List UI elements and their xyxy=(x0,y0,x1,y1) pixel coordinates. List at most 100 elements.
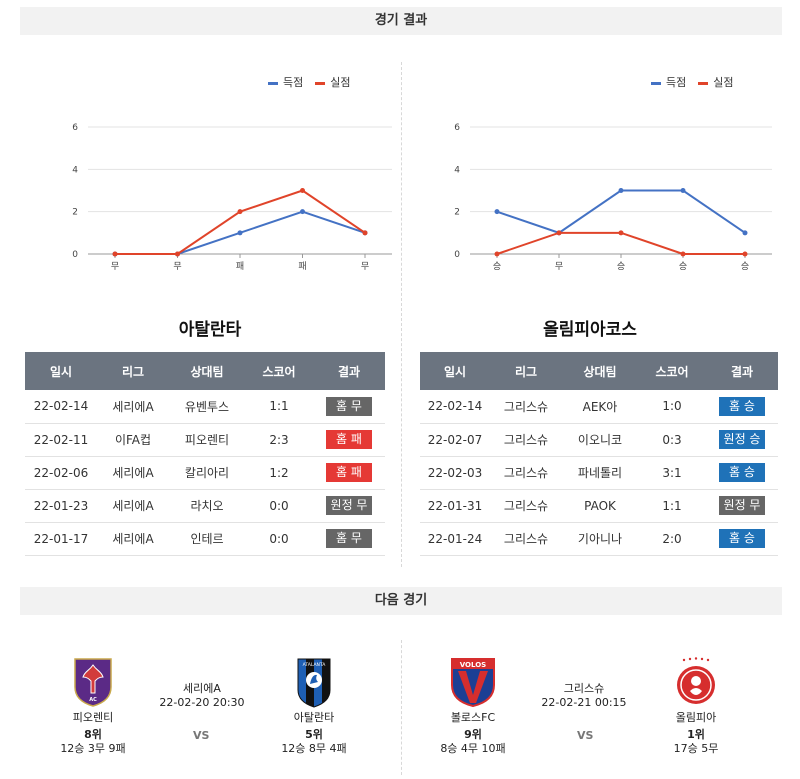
col-league: 리그 xyxy=(490,352,562,390)
row-opponent: 라치오 xyxy=(169,489,245,523)
data-point-scored xyxy=(742,230,748,236)
row-date: 22-01-31 xyxy=(420,489,490,523)
team-rank: 5위 xyxy=(305,728,323,741)
table-row: 22-02-03 그리스슈 파네톨리 3:1 홈 승 xyxy=(420,456,778,490)
data-point-scored xyxy=(300,209,305,215)
legend-conceded-label: 실점 xyxy=(330,76,351,89)
legend-scored-label: 득점 xyxy=(666,76,687,89)
row-score: 2:0 xyxy=(638,522,706,556)
x-tick-label: 패 xyxy=(236,261,244,272)
row-date: 22-01-23 xyxy=(25,489,97,523)
row-league: 이FA컵 xyxy=(97,423,169,457)
row-result: 홈 승 xyxy=(706,456,778,490)
table-header-row: 일시 리그 상대팀 스코어 결과 xyxy=(420,352,778,390)
row-score: 3:1 xyxy=(638,456,706,490)
col-score: 스코어 xyxy=(245,352,313,390)
row-score: 0:0 xyxy=(245,489,313,523)
table-row: 22-02-14 그리스슈 AEK아 1:0 홈 승 xyxy=(420,390,778,424)
next-left-away: 아탈란타 5위 12승 8무 4패 xyxy=(264,711,364,755)
next-divider xyxy=(401,640,402,775)
col-result: 결과 xyxy=(313,352,385,390)
y-tick-label: 0 xyxy=(454,250,460,260)
legend-scored: 득점 xyxy=(268,74,303,90)
col-opponent: 상대팀 xyxy=(562,352,638,390)
right-form-chart: 0 2 4 6 승 무 승 승 승 xyxy=(454,123,772,272)
next-right-away: 올림피아 1위 17승 5무 xyxy=(646,711,746,755)
table-row: 22-02-14 세리에A 유벤투스 1:1 홈 무 xyxy=(25,390,385,424)
data-point-scored xyxy=(494,209,500,215)
row-date: 22-02-14 xyxy=(420,390,490,424)
col-date: 일시 xyxy=(420,352,490,390)
y-tick-label: 4 xyxy=(72,165,78,175)
data-point-conceded xyxy=(680,251,686,257)
result-badge: 홈 무 xyxy=(326,396,372,416)
row-result: 홈 승 xyxy=(706,390,778,424)
next-match-section-title: 다음 경기 xyxy=(20,587,782,615)
row-league: 세리에A xyxy=(97,489,169,523)
x-tick-label: 승 xyxy=(679,261,687,272)
col-score: 스코어 xyxy=(638,352,706,390)
row-result: 홈 승 xyxy=(706,522,778,556)
table-row: 22-02-07 그리스슈 이오니코 0:3 원정 승 xyxy=(420,423,778,457)
team-rank: 9위 xyxy=(464,728,482,741)
data-point-conceded xyxy=(618,230,624,236)
x-tick-label: 승 xyxy=(741,261,749,272)
row-result: 홈 무 xyxy=(313,522,385,556)
match-datetime: 22-02-21 00:15 xyxy=(541,696,627,709)
row-date: 22-02-07 xyxy=(420,423,490,457)
next-right-home: 볼로스FC 9위 8승 4무 10패 xyxy=(420,711,526,755)
left-form-chart: 0 2 4 6 무 무 패 패 무 xyxy=(72,123,392,272)
legend-scored-label: 득점 xyxy=(283,76,304,89)
row-opponent: AEK아 xyxy=(562,390,638,424)
col-date: 일시 xyxy=(25,352,97,390)
col-opponent: 상대팀 xyxy=(169,352,245,390)
fiorentina-logo-icon: AC xyxy=(74,658,112,707)
legend-conceded-swatch xyxy=(315,81,326,85)
row-score: 1:1 xyxy=(245,390,313,424)
svg-text:ATALANTA: ATALANTA xyxy=(303,662,327,668)
result-badge: 원정 무 xyxy=(326,496,372,515)
row-opponent: 유벤투스 xyxy=(169,390,245,424)
data-point-conceded xyxy=(556,230,562,236)
row-result: 원정 무 xyxy=(313,489,385,523)
team-record: 17승 5무 xyxy=(673,742,719,755)
row-score: 1:2 xyxy=(245,456,313,490)
team-name: 볼로스FC xyxy=(450,711,496,724)
svg-text:AC: AC xyxy=(89,697,97,703)
team-record: 8승 4무 10패 xyxy=(440,742,506,755)
legend-scored-swatch xyxy=(268,81,278,85)
result-badge: 홈 승 xyxy=(719,529,765,548)
legend-scored: 득점 xyxy=(651,74,686,90)
row-score: 0:3 xyxy=(638,423,706,457)
league-name: 세리에A xyxy=(183,682,221,695)
row-league: 그리스슈 xyxy=(490,522,562,556)
row-opponent: 피오렌티 xyxy=(169,423,245,457)
row-result: 홈 패 xyxy=(313,423,385,457)
match-datetime: 22-02-20 20:30 xyxy=(159,696,245,709)
row-result: 홈 무 xyxy=(313,390,385,424)
row-result: 홈 패 xyxy=(313,456,385,490)
row-opponent: 파네톨리 xyxy=(562,456,638,490)
row-league: 그리스슈 xyxy=(490,456,562,490)
data-point-conceded xyxy=(362,230,368,236)
data-point-conceded xyxy=(175,251,180,257)
legend-conceded: 실점 xyxy=(315,74,351,90)
table-row: 22-01-23 세리에A 라치오 0:0 원정 무 xyxy=(25,489,385,523)
vs-label: VS xyxy=(193,729,210,742)
data-point-scored xyxy=(618,188,624,193)
legend-scored-swatch xyxy=(651,81,661,85)
row-result: 원정 무 xyxy=(706,489,778,523)
row-score: 1:0 xyxy=(638,390,706,424)
row-league: 세리에A xyxy=(97,456,169,490)
x-tick-label: 무 xyxy=(111,261,119,272)
row-opponent: 칼리아리 xyxy=(169,456,245,490)
team-record: 12승 3무 9패 xyxy=(60,742,126,755)
table-row: 22-02-11 이FA컵 피오렌티 2:3 홈 패 xyxy=(25,423,385,457)
table-row: 22-02-06 세리에A 칼리아리 1:2 홈 패 xyxy=(25,456,385,490)
x-tick-label: 승 xyxy=(493,261,501,272)
col-result: 결과 xyxy=(706,352,778,390)
team-rank: 8위 xyxy=(84,728,102,741)
row-opponent: 인테르 xyxy=(169,522,245,556)
